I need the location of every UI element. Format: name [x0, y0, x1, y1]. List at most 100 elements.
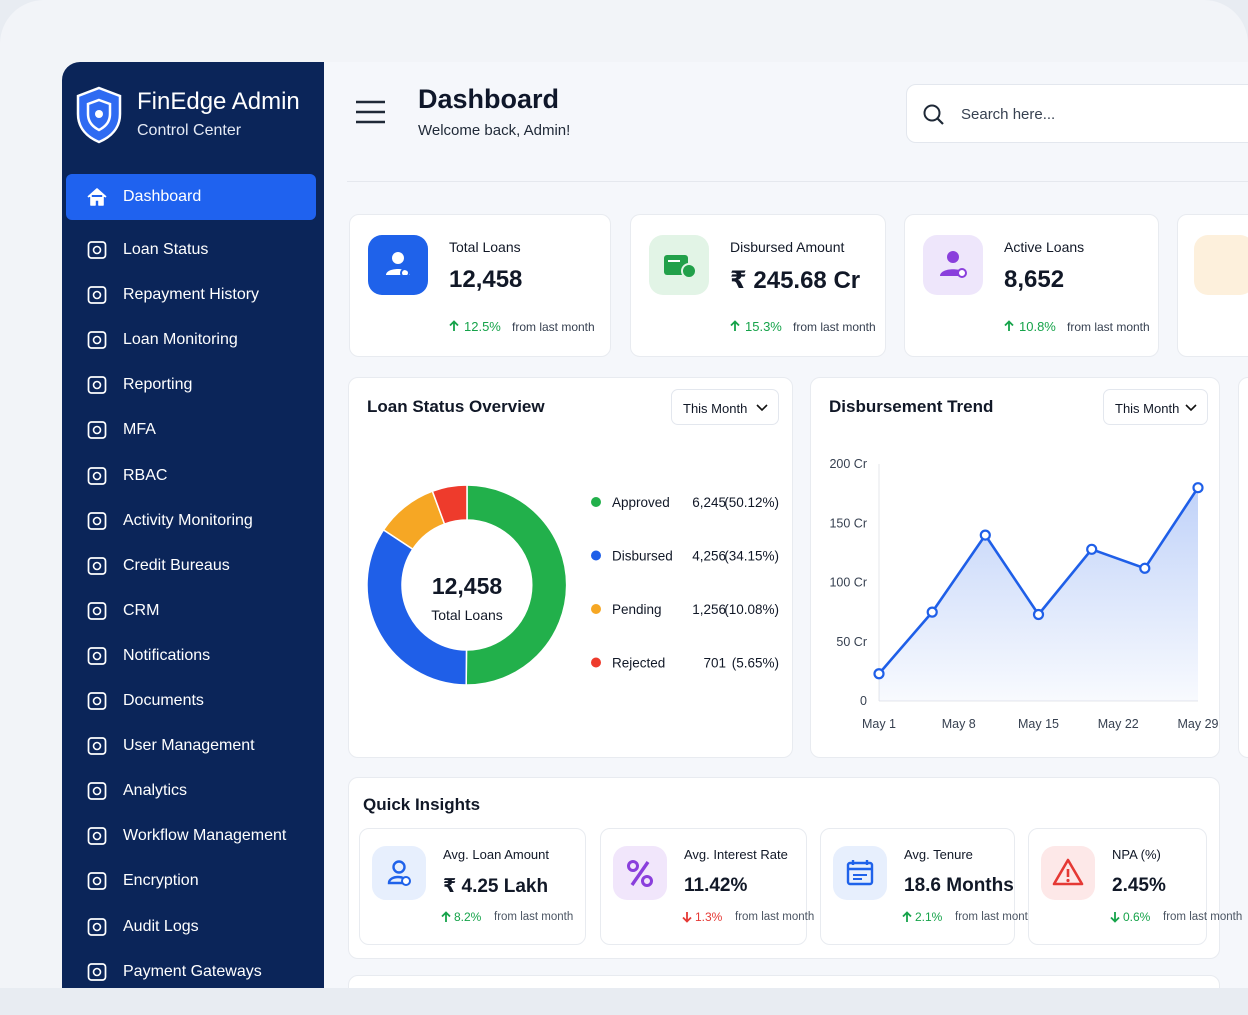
- donut-segment: [465, 484, 568, 686]
- chevron-path: [756, 404, 768, 412]
- icon-part: [87, 737, 107, 755]
- icon-part: [92, 245, 102, 255]
- insight-note: from last month: [494, 911, 574, 923]
- legend-share: (10.08%): [724, 602, 779, 617]
- icon: [1110, 912, 1120, 923]
- icon: [87, 692, 107, 710]
- insight-label: Avg. Loan Amount: [443, 847, 550, 862]
- donut-segment: [431, 484, 468, 525]
- icon-part: [441, 911, 451, 922]
- icon-part: [401, 876, 411, 886]
- icon-part: [392, 860, 406, 874]
- icon-part: [87, 692, 107, 710]
- icon-part: [1066, 878, 1070, 883]
- icon-part: [92, 335, 102, 345]
- icon-part: [87, 601, 107, 620]
- center-label: Total Loans: [431, 607, 503, 623]
- stat-icon-box: [923, 235, 983, 295]
- nav-item[interactable]: Loan Status: [66, 227, 316, 273]
- nav-label: Reporting: [123, 376, 193, 394]
- legend-dot: [591, 657, 601, 668]
- icon: [87, 601, 107, 620]
- icon-part: [87, 556, 107, 575]
- area: [879, 487, 1198, 701]
- icon-part: [1004, 320, 1014, 331]
- nav-label: Dashboard: [123, 188, 202, 205]
- stat-change: 10.8%: [1019, 319, 1056, 334]
- icon-part: [87, 962, 107, 981]
- stat-icon: [1194, 235, 1248, 295]
- icon-part: [92, 831, 102, 841]
- nav-item[interactable]: CRM: [66, 588, 316, 634]
- icon: [441, 911, 451, 922]
- icon-part: [400, 268, 410, 278]
- stat-note: from last month: [1067, 320, 1150, 334]
- nav-item[interactable]: Analytics: [66, 768, 316, 814]
- disbursement-card: Disbursement Trend This Month 0 50 Cr 100 …: [810, 377, 1220, 758]
- icon-part: [92, 877, 102, 886]
- nav-item[interactable]: MFA: [66, 407, 316, 453]
- icon: [682, 912, 692, 923]
- nav-item[interactable]: Loan Monitoring: [66, 317, 316, 363]
- icon-part: [87, 376, 107, 395]
- nav-item[interactable]: Notifications: [66, 633, 316, 679]
- nav-label: User Management: [123, 737, 255, 755]
- icon-part: [853, 874, 867, 880]
- chevron: [756, 404, 768, 412]
- nav-item[interactable]: User Management: [66, 723, 316, 769]
- nav-item[interactable]: RBAC: [66, 453, 316, 499]
- icon: [387, 860, 411, 886]
- icon-part: [87, 872, 107, 891]
- insight-card: NPA (%) 2.45% 0.6% from last month: [1028, 828, 1242, 945]
- nav-item[interactable]: Credit Bureaus: [66, 543, 316, 589]
- card-title: Disbursement Trend: [829, 397, 994, 416]
- insight-value: 2.45%: [1112, 875, 1166, 896]
- icon: [87, 286, 107, 304]
- legend-label: Rejected: [612, 656, 665, 671]
- icon-part: [392, 252, 404, 264]
- nav-item[interactable]: Audit Logs: [66, 904, 316, 950]
- icon-part: [682, 912, 692, 923]
- insight-note: from last month: [1163, 911, 1243, 923]
- nav-item[interactable]: Repayment History: [66, 272, 316, 318]
- insight-note: from last month: [955, 911, 1035, 923]
- legend-dot: [591, 497, 601, 507]
- nav-item[interactable]: Encryption: [66, 858, 316, 904]
- x-tick-label: May 22: [1098, 717, 1139, 731]
- nav-item[interactable]: Activity Monitoring: [66, 498, 316, 544]
- legend-share: (34.15%): [724, 549, 779, 564]
- center-value: 12,458: [432, 573, 503, 599]
- insight-card: Avg. Tenure 18.6 Months 2.1% from last mont…: [820, 828, 1034, 945]
- insight-change: 2.1%: [915, 910, 943, 924]
- menu-button[interactable]: [355, 99, 387, 125]
- icon-part: [957, 268, 967, 278]
- filter-dropdown[interactable]: This Month: [671, 389, 779, 425]
- nav-item[interactable]: Reporting: [66, 362, 316, 408]
- nav-label: RBAC: [123, 466, 168, 484]
- stat-value: 12,458: [449, 266, 523, 293]
- legend-value: 1,256: [692, 602, 726, 617]
- icon: [87, 376, 107, 395]
- icon-part: [87, 421, 107, 440]
- x-tick-label: May 29: [1178, 717, 1219, 731]
- stat-label: Disbursed Amount: [730, 239, 845, 255]
- legend-share: (50.12%): [724, 495, 779, 510]
- filter-dropdown[interactable]: This Month: [1103, 389, 1208, 425]
- card-title: Quick Insights: [363, 795, 481, 814]
- insight-label: NPA (%): [1112, 847, 1161, 862]
- nav-item[interactable]: Workflow Management: [66, 813, 316, 859]
- nav-item[interactable]: Dashboard: [66, 174, 316, 220]
- search-box[interactable]: Search here...: [906, 84, 1248, 143]
- legend-share: (5.65%): [732, 656, 779, 671]
- stat-note: from last month: [793, 320, 876, 334]
- icon-part: [92, 561, 102, 570]
- icon: [730, 320, 740, 331]
- icon-part: [681, 263, 697, 279]
- y-tick-label: 200 Cr: [829, 457, 867, 471]
- icon-part: [87, 647, 107, 665]
- icon-part: [92, 696, 102, 706]
- nav-item[interactable]: Documents: [66, 678, 316, 724]
- nav-item[interactable]: Payment Gateways: [66, 949, 316, 988]
- x-tick-label: May 1: [862, 717, 896, 731]
- stat-change: 15.3%: [745, 319, 782, 334]
